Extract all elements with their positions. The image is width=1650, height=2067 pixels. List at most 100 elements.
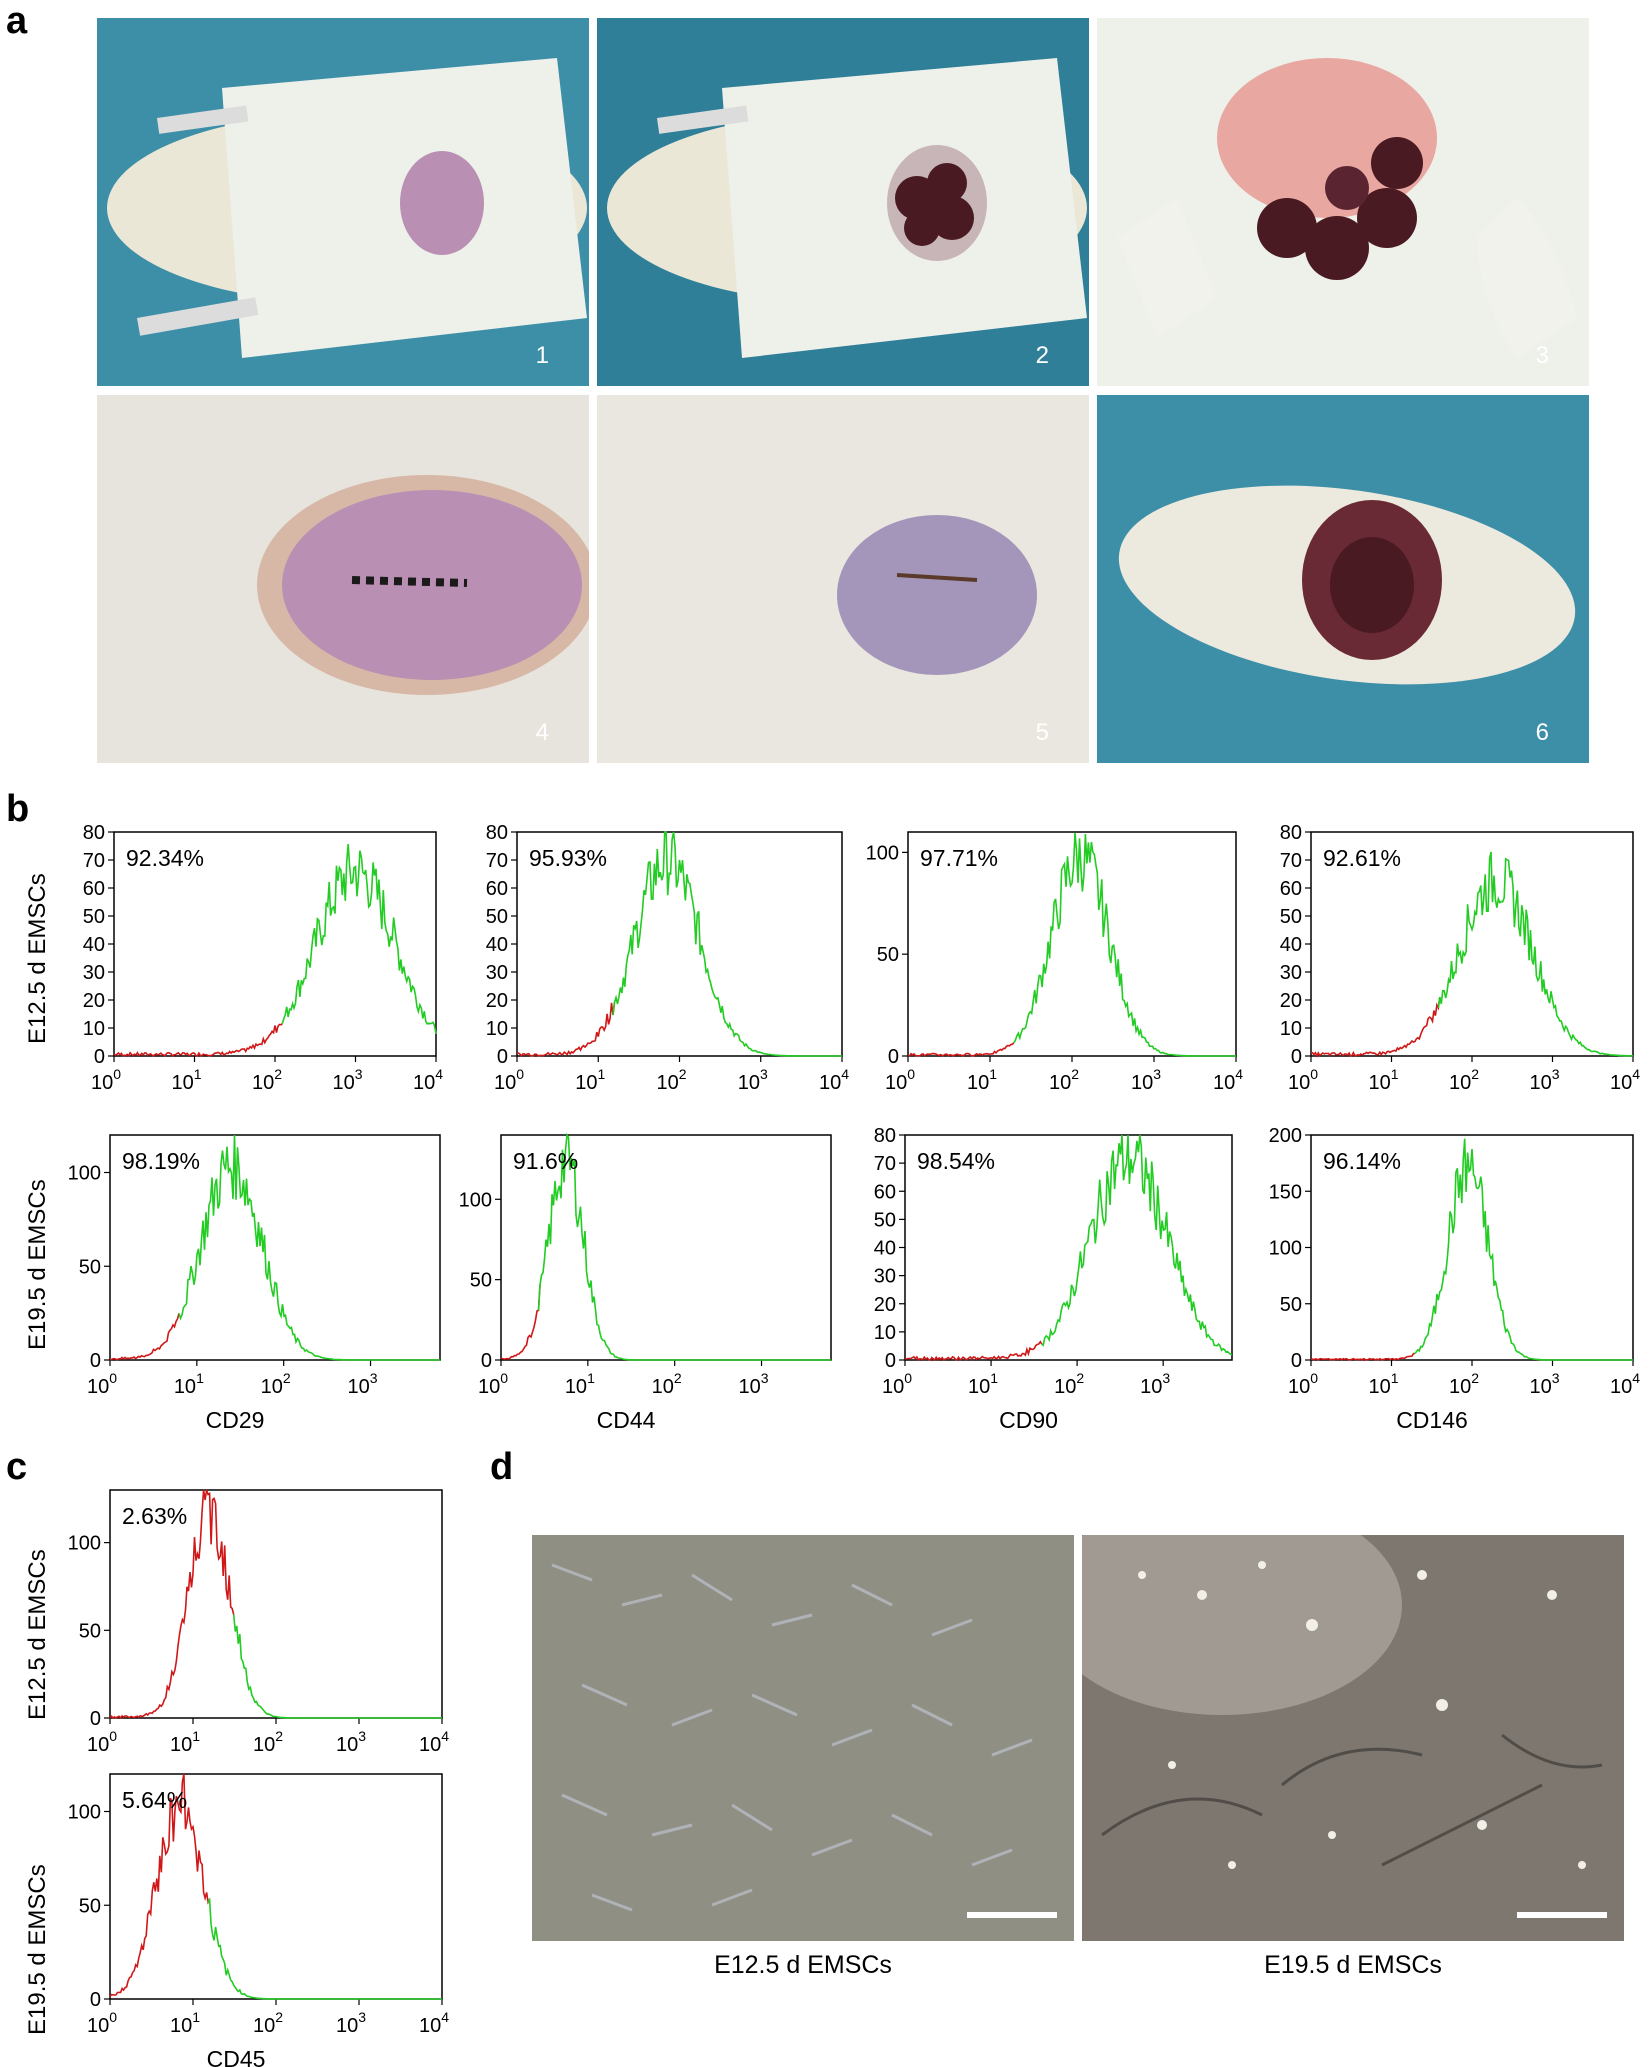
y-tick-label: 0 <box>94 1046 105 1068</box>
histogram-gated-positive <box>281 843 437 1035</box>
y-tick-label: 40 <box>1280 934 1302 956</box>
x-tick-exponent: 2 <box>275 2009 283 2025</box>
x-tick-exponent: 1 <box>1391 1066 1399 1082</box>
x-tick-label: 104 <box>1213 1066 1243 1094</box>
histogram-gated-positive <box>178 1134 440 1361</box>
y-tick-label: 0 <box>1291 1046 1302 1068</box>
x-tick-label: 101 <box>171 1066 201 1094</box>
y-tick-label: 60 <box>486 878 508 900</box>
x-tick-label: 104 <box>419 2009 449 2037</box>
x-tick-exponent: 3 <box>1162 1370 1170 1386</box>
x-tick-label: 103 <box>739 1370 769 1398</box>
photo-label-3: 3 <box>1535 342 1549 369</box>
x-tick-exponent: 1 <box>196 1370 204 1386</box>
histogram-gated-positive <box>1041 1134 1233 1356</box>
y-tick-label: 50 <box>874 1209 896 1231</box>
y-tick-label: 100 <box>459 1189 492 1211</box>
x-tick-exponent: 2 <box>274 1066 282 1082</box>
x-tick-exponent: 2 <box>1471 1370 1479 1386</box>
surgery-photo-6: 6 <box>1097 395 1589 763</box>
micrograph-caption-right: E19.5 d EMSCs <box>1264 1951 1442 1979</box>
x-tick-exponent: 0 <box>109 1728 117 1744</box>
x-tick-exponent: 0 <box>1310 1066 1318 1082</box>
y-tick-label: 0 <box>497 1046 508 1068</box>
x-tick-label: 101 <box>170 1728 200 1756</box>
x-tick-label: 101 <box>174 1370 204 1398</box>
y-tick-label: 30 <box>874 1266 896 1288</box>
micrograph-caption-left: E12.5 d EMSCs <box>714 1951 892 1979</box>
x-tick-label: 102 <box>261 1370 291 1398</box>
y-tick-label: 70 <box>874 1153 896 1175</box>
x-tick-exponent: 4 <box>1632 1370 1640 1386</box>
histogram-gated-positive <box>537 1132 831 1361</box>
x-tick-exponent: 4 <box>1235 1066 1243 1082</box>
x-tick-exponent: 4 <box>435 1066 443 1082</box>
x-tick-label: 104 <box>413 1066 443 1094</box>
histogram-gated-positive <box>612 831 842 1057</box>
x-tick-exponent: 3 <box>760 1066 768 1082</box>
x-tick-label: 103 <box>738 1066 768 1094</box>
percent-label: 98.54% <box>917 1148 995 1174</box>
y-tick-label: 80 <box>83 822 105 844</box>
x-tick-label: 103 <box>1529 1066 1559 1094</box>
micrograph-e12 <box>532 1535 1074 1941</box>
y-tick-label: 50 <box>79 1256 101 1278</box>
x-tick-exponent: 0 <box>500 1370 508 1386</box>
surgery-photo-3: 3 <box>1097 18 1589 386</box>
x-tick-label: 101 <box>1368 1370 1398 1398</box>
photo-2-image <box>597 18 1089 386</box>
x-tick-label: 103 <box>336 2009 366 2037</box>
y-tick-label: 50 <box>470 1270 492 1292</box>
x-axis-label: CD90 <box>999 1407 1058 1433</box>
percent-label: 96.14% <box>1323 1148 1401 1174</box>
surgery-photo-4: 4 <box>97 395 589 763</box>
x-tick-label: 102 <box>652 1370 682 1398</box>
panel-letter-a: a <box>6 0 28 42</box>
y-tick-label: 20 <box>874 1294 896 1316</box>
y-tick-label: 40 <box>874 1238 896 1260</box>
y-tick-label: 50 <box>1280 1294 1302 1316</box>
x-tick-label: 100 <box>885 1066 915 1094</box>
x-tick-exponent: 4 <box>441 1728 449 1744</box>
x-tick-label: 101 <box>1368 1066 1398 1094</box>
x-tick-exponent: 2 <box>275 1728 283 1744</box>
y-tick-label: 0 <box>90 1350 101 1372</box>
x-tick-label: 101 <box>967 1066 997 1094</box>
x-tick-label: 104 <box>1610 1370 1640 1398</box>
histogram-gated-positive <box>1437 851 1633 1057</box>
y-tick-label: 70 <box>83 850 105 872</box>
x-tick-exponent: 3 <box>761 1370 769 1386</box>
histogram-gated-negative <box>516 1002 616 1058</box>
scale-bar-left <box>967 1912 1057 1918</box>
x-tick-exponent: 3 <box>370 1370 378 1386</box>
x-tick-label: 103 <box>1140 1370 1170 1398</box>
x-tick-exponent: 2 <box>679 1066 687 1082</box>
y-tick-label: 100 <box>68 1533 101 1555</box>
histogram-gated-negative <box>907 1042 1015 1058</box>
y-tick-label: 20 <box>83 990 105 1012</box>
x-tick-label: 103 <box>348 1370 378 1398</box>
x-tick-label: 100 <box>87 1370 117 1398</box>
y-tick-label: 50 <box>79 1895 101 1917</box>
x-tick-exponent: 0 <box>516 1066 524 1082</box>
x-axis-label: CD146 <box>1396 1407 1468 1433</box>
x-tick-exponent: 1 <box>587 1370 595 1386</box>
x-tick-label: 104 <box>819 1066 849 1094</box>
micrograph-e19-image <box>1082 1535 1624 1941</box>
y-tick-label: 200 <box>1269 1125 1302 1147</box>
photo-1-image <box>97 18 589 386</box>
y-tick-label: 50 <box>83 906 105 928</box>
photo-label-6: 6 <box>1535 719 1549 746</box>
x-tick-label: 102 <box>1449 1066 1479 1094</box>
y-tick-label: 50 <box>877 944 899 966</box>
x-tick-exponent: 0 <box>113 1066 121 1082</box>
x-tick-label: 102 <box>1049 1066 1079 1094</box>
x-tick-exponent: 0 <box>907 1066 915 1082</box>
histogram-gated-positive <box>1013 832 1236 1057</box>
photo-6-image <box>1097 395 1589 763</box>
y-tick-label: 60 <box>874 1181 896 1203</box>
y-tick-label: 10 <box>83 1018 105 1040</box>
